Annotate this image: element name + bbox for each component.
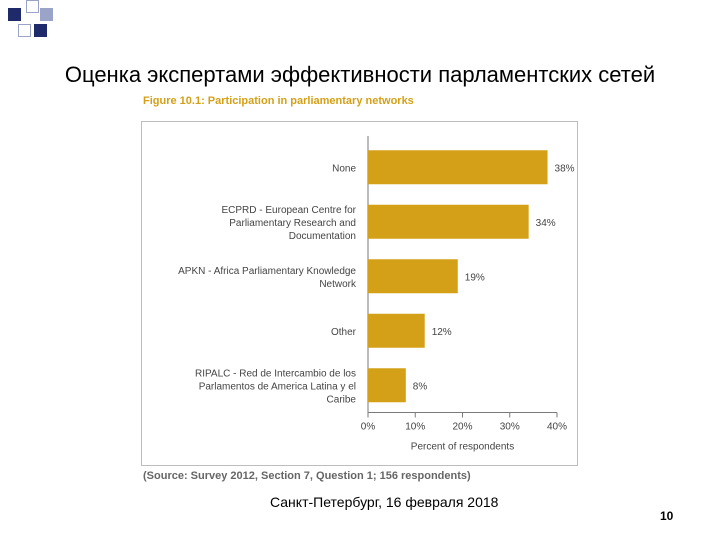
bar xyxy=(368,150,548,185)
deco-square xyxy=(40,8,53,21)
x-tick-label: 30% xyxy=(500,422,520,433)
x-tick-label: 40% xyxy=(547,422,567,433)
slide-title: Оценка экспертами эффективности парламен… xyxy=(64,62,656,87)
deco-square xyxy=(34,24,47,37)
category-label: Network xyxy=(319,279,357,290)
chart-title: Figure 10.1: Participation in parliament… xyxy=(143,95,414,107)
category-label: Other xyxy=(331,327,357,338)
bar-chart: 38% None 34% ECPRD - European Centre for Par… xyxy=(178,136,575,453)
category-label: None xyxy=(332,163,356,174)
x-tick-label: 10% xyxy=(405,422,425,433)
x-axis-label: Percent of respondents xyxy=(411,442,514,453)
slide-footer: Санкт-Петербург, 16 февраля 2018 xyxy=(270,494,499,510)
category-label: Documentation xyxy=(289,231,356,242)
value-label: 38% xyxy=(555,163,575,174)
category-label: Parliamentary Research and xyxy=(229,218,356,229)
deco-square xyxy=(8,8,21,21)
value-label: 12% xyxy=(432,327,452,338)
category-label: RIPALC - Red de Intercambio de los xyxy=(195,368,356,379)
category-label: ECPRD - European Centre for xyxy=(221,205,356,216)
bar xyxy=(368,204,529,239)
category-label: Caribe xyxy=(327,394,357,405)
x-tick-label: 20% xyxy=(452,422,472,433)
page-number: 10 xyxy=(660,509,674,523)
chart-frame: 38% None 34% ECPRD - European Centre for Par… xyxy=(141,121,578,466)
decorative-squares xyxy=(0,0,60,45)
bar xyxy=(368,313,425,348)
x-tick-label: 0% xyxy=(361,422,376,433)
bar xyxy=(368,368,406,403)
bar xyxy=(368,259,458,294)
category-label: Parlamentos de America Latina y el xyxy=(199,381,356,392)
deco-square xyxy=(26,0,39,13)
value-label: 8% xyxy=(413,381,428,392)
value-label: 19% xyxy=(465,272,485,283)
value-label: 34% xyxy=(536,218,556,229)
chart-source: (Source: Survey 2012, Section 7, Questio… xyxy=(143,470,471,482)
category-label: APKN - Africa Parliamentary Knowledge xyxy=(178,266,356,277)
deco-square xyxy=(18,24,31,37)
